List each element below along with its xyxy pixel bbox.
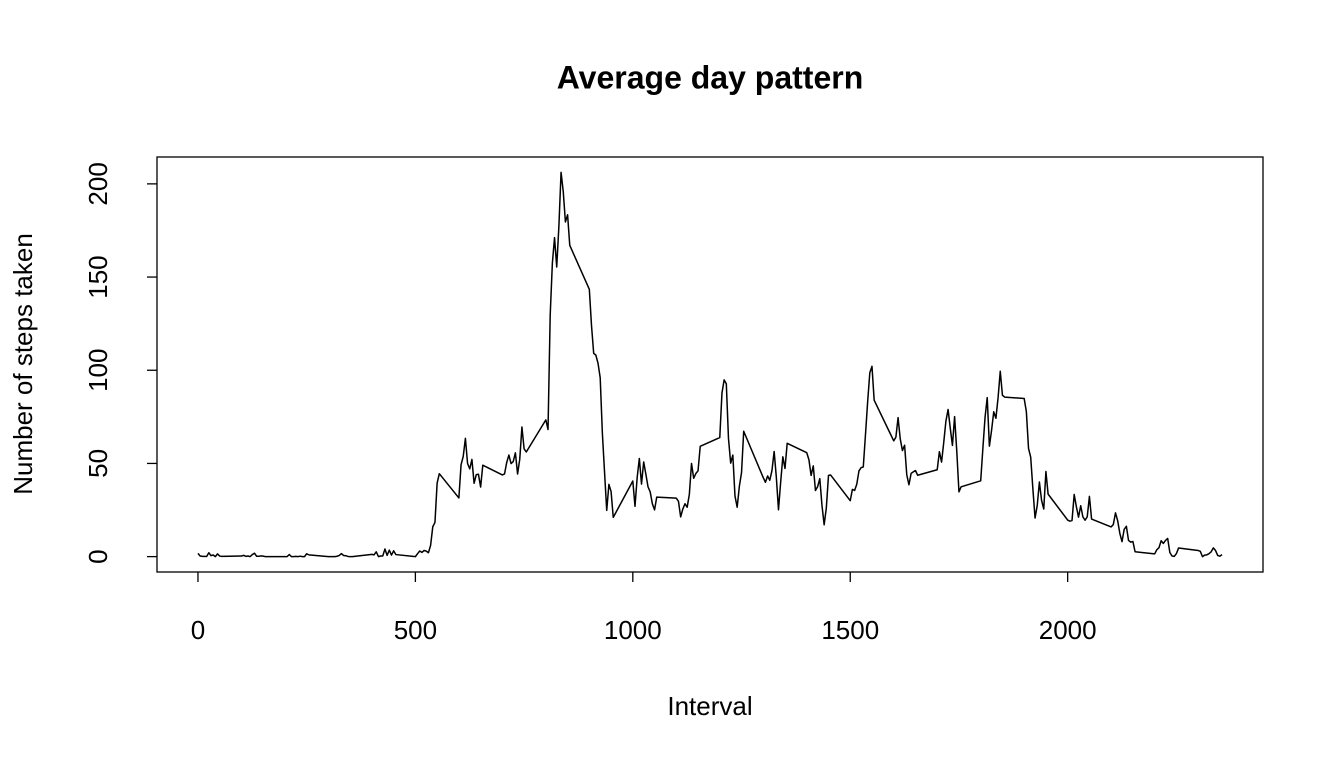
x-tick-label: 1500	[821, 615, 879, 645]
x-tick-label: 500	[394, 615, 437, 645]
y-axis-label: Number of steps taken	[8, 233, 38, 495]
y-tick-label: 150	[83, 255, 113, 298]
x-tick-label: 2000	[1039, 615, 1097, 645]
chart-title: Average day pattern	[557, 59, 863, 95]
y-tick-label: 200	[83, 162, 113, 205]
y-tick-label: 0	[83, 549, 113, 563]
x-tick-label: 0	[191, 615, 205, 645]
y-tick-label: 100	[83, 349, 113, 392]
data-line	[197, 171, 1223, 558]
y-tick-label: 50	[83, 449, 113, 478]
x-tick-label: 1000	[604, 615, 662, 645]
plot-frame	[156, 156, 1264, 573]
x-axis-label: Interval	[667, 691, 752, 721]
